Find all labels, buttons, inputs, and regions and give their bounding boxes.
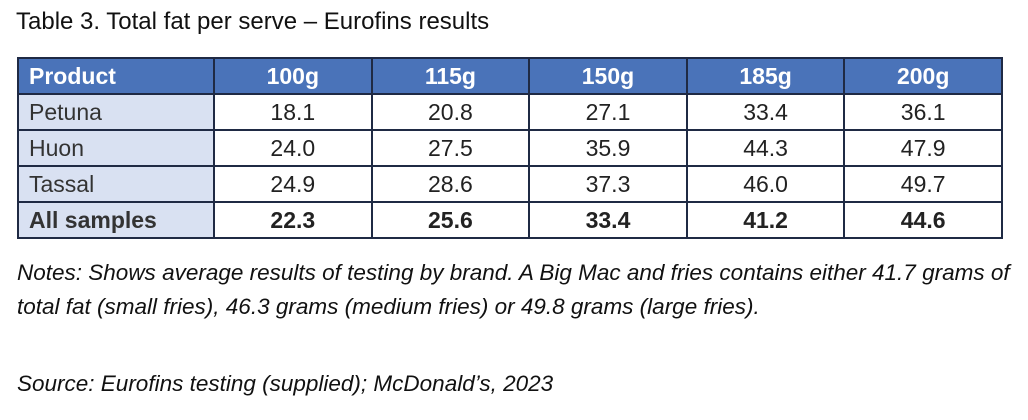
header-cell: 150g [528,57,688,95]
row-label: All samples [17,201,215,239]
table-title: Table 3. Total fat per serve – Eurofins … [16,8,490,35]
table-cell: 36.1 [843,93,1003,131]
table-row: Huon 24.0 27.5 35.9 44.3 47.9 [17,129,1003,167]
header-cell: 115g [370,57,531,95]
header-cell: 185g [685,57,846,95]
table-row: Tassal 24.9 28.6 37.3 46.0 49.7 [17,165,1003,203]
table-cell: 33.4 [528,201,688,239]
table-cell: 44.6 [843,201,1003,239]
table-row: Petuna 18.1 20.8 27.1 33.4 36.1 [17,93,1003,131]
table-cell: 49.7 [843,165,1003,203]
row-label: Tassal [17,165,215,203]
row-label: Huon [17,129,215,167]
header-cell: 100g [213,57,373,95]
table-cell: 44.3 [685,129,846,167]
table-cell: 25.6 [370,201,531,239]
table-cell: 22.3 [213,201,373,239]
source: Source: Eurofins testing (supplied); McD… [17,371,554,396]
table-cell: 24.9 [213,165,373,203]
table-cell: 27.1 [528,93,688,131]
row-label: Petuna [17,93,215,131]
table-cell: 35.9 [528,129,688,167]
fat-table: Product 100g 115g 150g 185g 200g Petuna 18.1 20… [17,57,1003,239]
header-cell: 200g [843,57,1003,95]
table-cell: 47.9 [843,129,1003,167]
header-row: Product 100g 115g 150g 185g 200g [17,57,1003,95]
table-cell: 28.6 [370,165,531,203]
table-cell: 37.3 [528,165,688,203]
table-row: All samples 22.3 25.6 33.4 41.2 44.6 [17,201,1003,239]
notes: Notes: Shows average results of testing … [17,260,1010,319]
table-cell: 18.1 [213,93,373,131]
table-cell: 20.8 [370,93,531,131]
header-cell: Product [17,57,215,95]
table-cell: 46.0 [685,165,846,203]
table-cell: 33.4 [685,93,846,131]
table-cell: 24.0 [213,129,373,167]
table-cell: 27.5 [370,129,531,167]
table-cell: 41.2 [685,201,846,239]
